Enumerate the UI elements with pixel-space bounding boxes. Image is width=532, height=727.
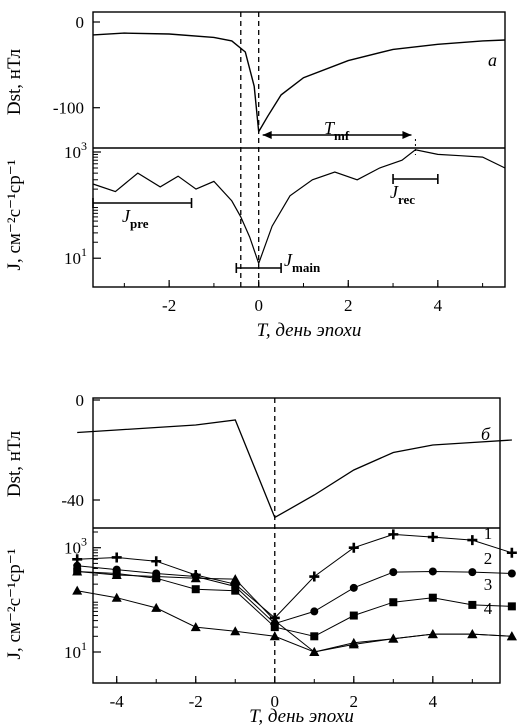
j-series-point-b [349,611,358,620]
dst-axis-label-a: Dst, нТл [4,48,25,115]
j-series-point-b [310,607,319,616]
j-series-point-b [467,629,478,639]
j-series-point-b [348,639,359,649]
x-tick-label-b: 0 [271,692,280,711]
j-series-point-b [72,566,83,576]
j-series-line-b [77,533,513,619]
j-series-point-b [389,568,398,577]
j-series-point-b [230,574,241,584]
x-axis-label-b: T, день эпохи [249,706,354,727]
x-axis-label-a: T, день эпохи [257,320,362,341]
panel-letter-a: a [488,50,497,70]
j-series-point-b [191,585,200,594]
x-tick-label-a: -2 [162,296,176,315]
j-series-line-b [77,571,512,637]
j-series-point-b [111,592,122,602]
j-series-point-b [507,602,516,611]
curve-number-label: 2 [484,549,493,568]
y-tick-label-j-a: 101 [64,245,87,268]
j-series-point-b [428,593,437,602]
panel-letter-b: б [481,424,491,444]
j-series-point-b [231,586,240,595]
j-series-point-b [151,571,162,581]
t-mf-arrowhead-left [262,131,272,139]
t-mf-label: Tmf [324,118,350,143]
j-series-point-b [427,532,438,543]
j-series-point-b [506,631,517,641]
j-series-point-b [388,529,399,540]
y-tick-label-dst-b: 0 [76,391,85,410]
j-series-point-b [190,573,201,583]
j-series-point-b [151,556,162,567]
j-series-point-b [389,598,398,607]
x-tick-label-a: 0 [254,296,263,315]
j-series-point-b [468,600,477,609]
curve-number-label: 1 [484,524,493,543]
j-series-point-b [507,569,516,578]
panel-b-frame [92,397,501,684]
j-series-point-b [309,647,320,656]
j-series-point-b [309,571,320,582]
j-series-point-b [111,569,122,579]
y-tick-label-j-b: 101 [64,639,87,662]
y-tick-label-dst-b: -40 [61,491,84,510]
j-series-point-b [151,602,162,612]
x-tick-label-b: -2 [189,692,203,711]
x-tick-label-b: -4 [110,692,125,711]
panel-a-frame [92,11,506,288]
j-series-point-b [388,633,399,643]
y-tick-label-dst-a: 0 [76,13,85,32]
j-series-point-b [270,623,279,632]
j-series-point-b [269,615,280,625]
y-tick-label-dst-a: -100 [53,99,84,118]
x-tick-label-b: 2 [350,692,359,711]
dst-curve-a [92,32,506,134]
j-series-point-b [310,632,319,641]
y-tick-label-j-b: 103 [64,535,87,558]
j-curve-a [92,149,506,266]
j-series-point-b [111,552,122,563]
j-rec-label: Jrec [390,182,415,207]
x-tick-label-b: 4 [429,692,438,711]
x-tick-label-a: 2 [344,296,353,315]
j-axis-label-b: J, см⁻²с⁻¹ср⁻¹ [4,548,25,659]
j-series-point-b [230,626,241,636]
j-series-line-b [77,565,512,625]
j-axis-label-a: J, см⁻²с⁻¹ср⁻¹ [4,159,25,270]
j-series-point-b [428,567,437,576]
dst-curve-b [77,419,512,519]
j-series-point-b [467,535,478,546]
curve-number-label: 4 [484,599,493,618]
j-series-point-b [506,547,517,558]
j-series-point-b [349,583,358,592]
j-main-label: Jmain [284,250,321,275]
y-tick-label-j-a: 103 [64,139,87,162]
j-pre-label: Jpre [122,206,149,231]
curve-number-label: 3 [484,575,493,594]
j-series-point-b [190,622,201,632]
dst-axis-label-b: Dst, нТл [4,430,25,497]
j-series-point-b [72,585,83,595]
j-series-point-b [427,629,438,639]
j-series-line-b [77,571,512,653]
j-series-point-b [468,568,477,577]
x-tick-label-a: 4 [434,296,443,315]
t-mf-arrowhead-right [402,131,412,139]
j-series-point-b [269,631,280,641]
j-series-point-b [348,542,359,553]
